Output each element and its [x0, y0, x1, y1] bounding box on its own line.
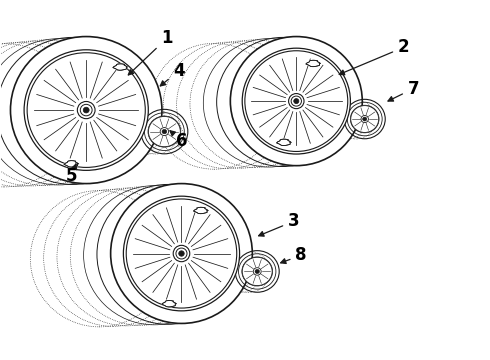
Ellipse shape [123, 196, 240, 311]
Ellipse shape [361, 116, 368, 123]
Ellipse shape [80, 104, 92, 116]
Ellipse shape [83, 107, 89, 113]
Ellipse shape [27, 53, 145, 167]
Ellipse shape [10, 37, 162, 184]
Ellipse shape [77, 102, 95, 119]
Polygon shape [64, 161, 78, 167]
Text: 1: 1 [128, 30, 172, 75]
Polygon shape [306, 60, 320, 67]
Ellipse shape [242, 48, 350, 154]
Ellipse shape [242, 257, 272, 285]
Ellipse shape [255, 269, 259, 274]
Ellipse shape [162, 129, 167, 134]
Ellipse shape [160, 127, 169, 136]
Polygon shape [276, 139, 291, 145]
Ellipse shape [176, 248, 187, 259]
Ellipse shape [363, 117, 367, 121]
Ellipse shape [230, 37, 362, 166]
Ellipse shape [173, 245, 190, 262]
Ellipse shape [351, 105, 379, 132]
Text: 6: 6 [170, 131, 187, 149]
Ellipse shape [291, 96, 301, 106]
Text: 5: 5 [66, 164, 77, 185]
Polygon shape [113, 64, 127, 70]
Ellipse shape [245, 51, 348, 152]
Text: 7: 7 [388, 80, 419, 101]
Ellipse shape [294, 99, 299, 104]
Ellipse shape [289, 94, 304, 109]
Ellipse shape [24, 50, 148, 170]
Text: 8: 8 [281, 246, 307, 264]
Text: 2: 2 [339, 38, 410, 75]
Ellipse shape [111, 184, 252, 323]
Ellipse shape [179, 251, 184, 256]
Ellipse shape [253, 268, 261, 275]
Polygon shape [194, 207, 208, 214]
Ellipse shape [148, 117, 180, 147]
Polygon shape [162, 301, 176, 307]
Text: 4: 4 [160, 62, 185, 86]
Text: 3: 3 [259, 212, 300, 236]
Ellipse shape [126, 199, 237, 308]
